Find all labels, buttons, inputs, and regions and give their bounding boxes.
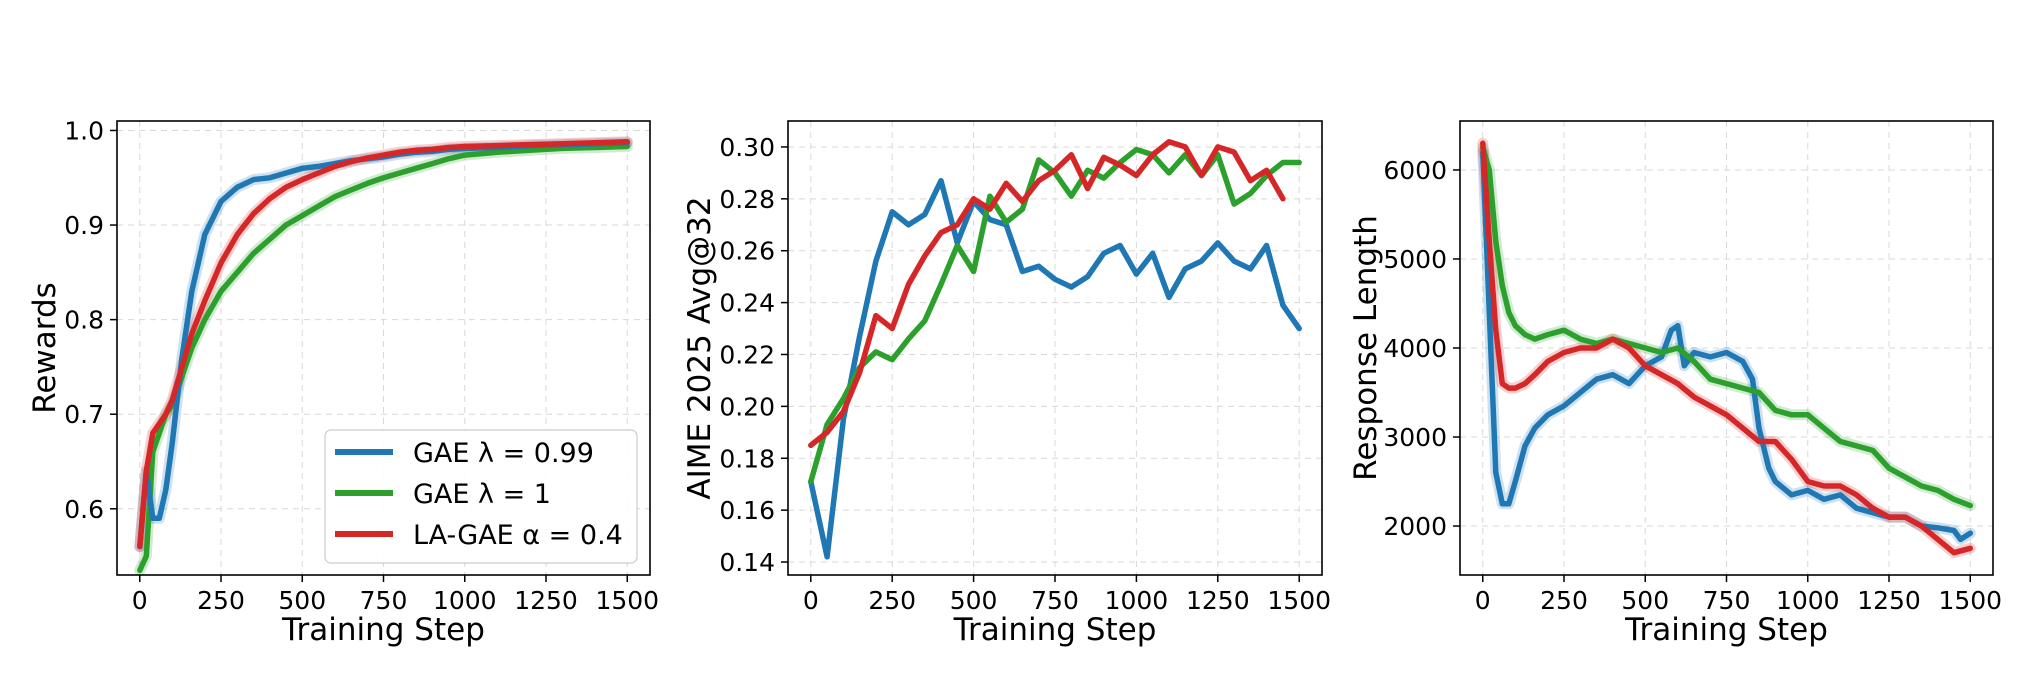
x-tick-label: 750 bbox=[1703, 586, 1751, 615]
y-tick-label: 0.28 bbox=[719, 185, 775, 214]
y-tick-label: 0.7 bbox=[64, 400, 104, 429]
legend: GAE λ = 0.99 GAE λ = 1 LA-GAE α = 0.4 bbox=[324, 429, 638, 564]
x-tick-label: 1250 bbox=[1857, 586, 1921, 615]
y-tick-label: 0.24 bbox=[719, 289, 775, 318]
rewards-panel: 0 250 500 750 1000 1250 1500 0.6 0.7 0.8 0.9 1.0 Tr… bbox=[27, 116, 659, 648]
series-line bbox=[808, 177, 1302, 560]
series-line bbox=[137, 139, 631, 550]
x-tick-label: 250 bbox=[197, 586, 245, 615]
y-tick-label: 0.16 bbox=[719, 496, 775, 525]
y-tick-label: 0.18 bbox=[719, 444, 775, 473]
x-tick-label: 750 bbox=[360, 586, 408, 615]
y-tick-label: 0.9 bbox=[64, 211, 104, 240]
y-tick-label: 4000 bbox=[1383, 334, 1447, 363]
y-tick-label: 6000 bbox=[1383, 156, 1447, 185]
response-length-panel: 0 250 500 750 1000 1250 1500 2000 3000 4000 5000 60… bbox=[1348, 120, 2002, 648]
x-tick-label: 1500 bbox=[1938, 586, 2002, 615]
x-tick-label: 1000 bbox=[433, 586, 497, 615]
y-tick-label: 0.6 bbox=[64, 495, 104, 524]
legend-label: GAE λ = 0.99 bbox=[413, 438, 594, 469]
x-tick-label: 250 bbox=[868, 586, 916, 615]
series-line bbox=[808, 139, 1286, 449]
y-axis-label: Response Length bbox=[1348, 215, 1384, 481]
y-axis-label: AIME 2025 Avg@32 bbox=[682, 196, 718, 499]
x-axis-label: Training Step bbox=[953, 612, 1157, 648]
x-tick-label: 1250 bbox=[1186, 586, 1250, 615]
series-line bbox=[1480, 144, 1974, 509]
series-line bbox=[1480, 140, 1974, 556]
x-tick-label: 750 bbox=[1031, 586, 1079, 615]
y-tick-label: 3000 bbox=[1383, 423, 1447, 452]
x-tick-label: 1250 bbox=[514, 586, 578, 615]
y-tick-label: 0.26 bbox=[719, 237, 775, 266]
legend-label: GAE λ = 1 bbox=[413, 479, 551, 510]
y-tick-label: 0.8 bbox=[64, 306, 104, 335]
y-tick-label: 2000 bbox=[1383, 512, 1447, 541]
x-tick-label: 1500 bbox=[595, 586, 659, 615]
x-tick-label: 1000 bbox=[1776, 586, 1840, 615]
aime-panel: 0 250 500 750 1000 1250 1500 0.14 0.16 0.18 0.20 0.… bbox=[682, 120, 1331, 648]
x-tick-label: 500 bbox=[950, 586, 998, 615]
x-tick-label: 1000 bbox=[1105, 586, 1169, 615]
y-tick-label: 0.14 bbox=[719, 548, 775, 577]
x-tick-label: 0 bbox=[1475, 586, 1491, 615]
y-tick-label: 1.0 bbox=[64, 116, 104, 145]
x-tick-label: 500 bbox=[278, 586, 326, 615]
y-tick-label: 0.30 bbox=[719, 133, 775, 162]
legend-box bbox=[324, 429, 638, 564]
x-tick-label: 250 bbox=[1540, 586, 1588, 615]
legend-label: LA-GAE α = 0.4 bbox=[413, 520, 623, 551]
y-tick-label: 0.22 bbox=[719, 340, 775, 369]
x-tick-label: 0 bbox=[803, 586, 819, 615]
x-tick-label: 500 bbox=[1621, 586, 1669, 615]
x-axis-label: Training Step bbox=[281, 612, 485, 648]
y-tick-label: 5000 bbox=[1383, 245, 1447, 274]
x-axis-label: Training Step bbox=[1624, 612, 1828, 648]
x-tick-label: 1500 bbox=[1267, 586, 1331, 615]
x-tick-label: 0 bbox=[132, 586, 148, 615]
y-axis-label: Rewards bbox=[27, 282, 63, 414]
y-tick-label: 0.20 bbox=[719, 392, 775, 421]
